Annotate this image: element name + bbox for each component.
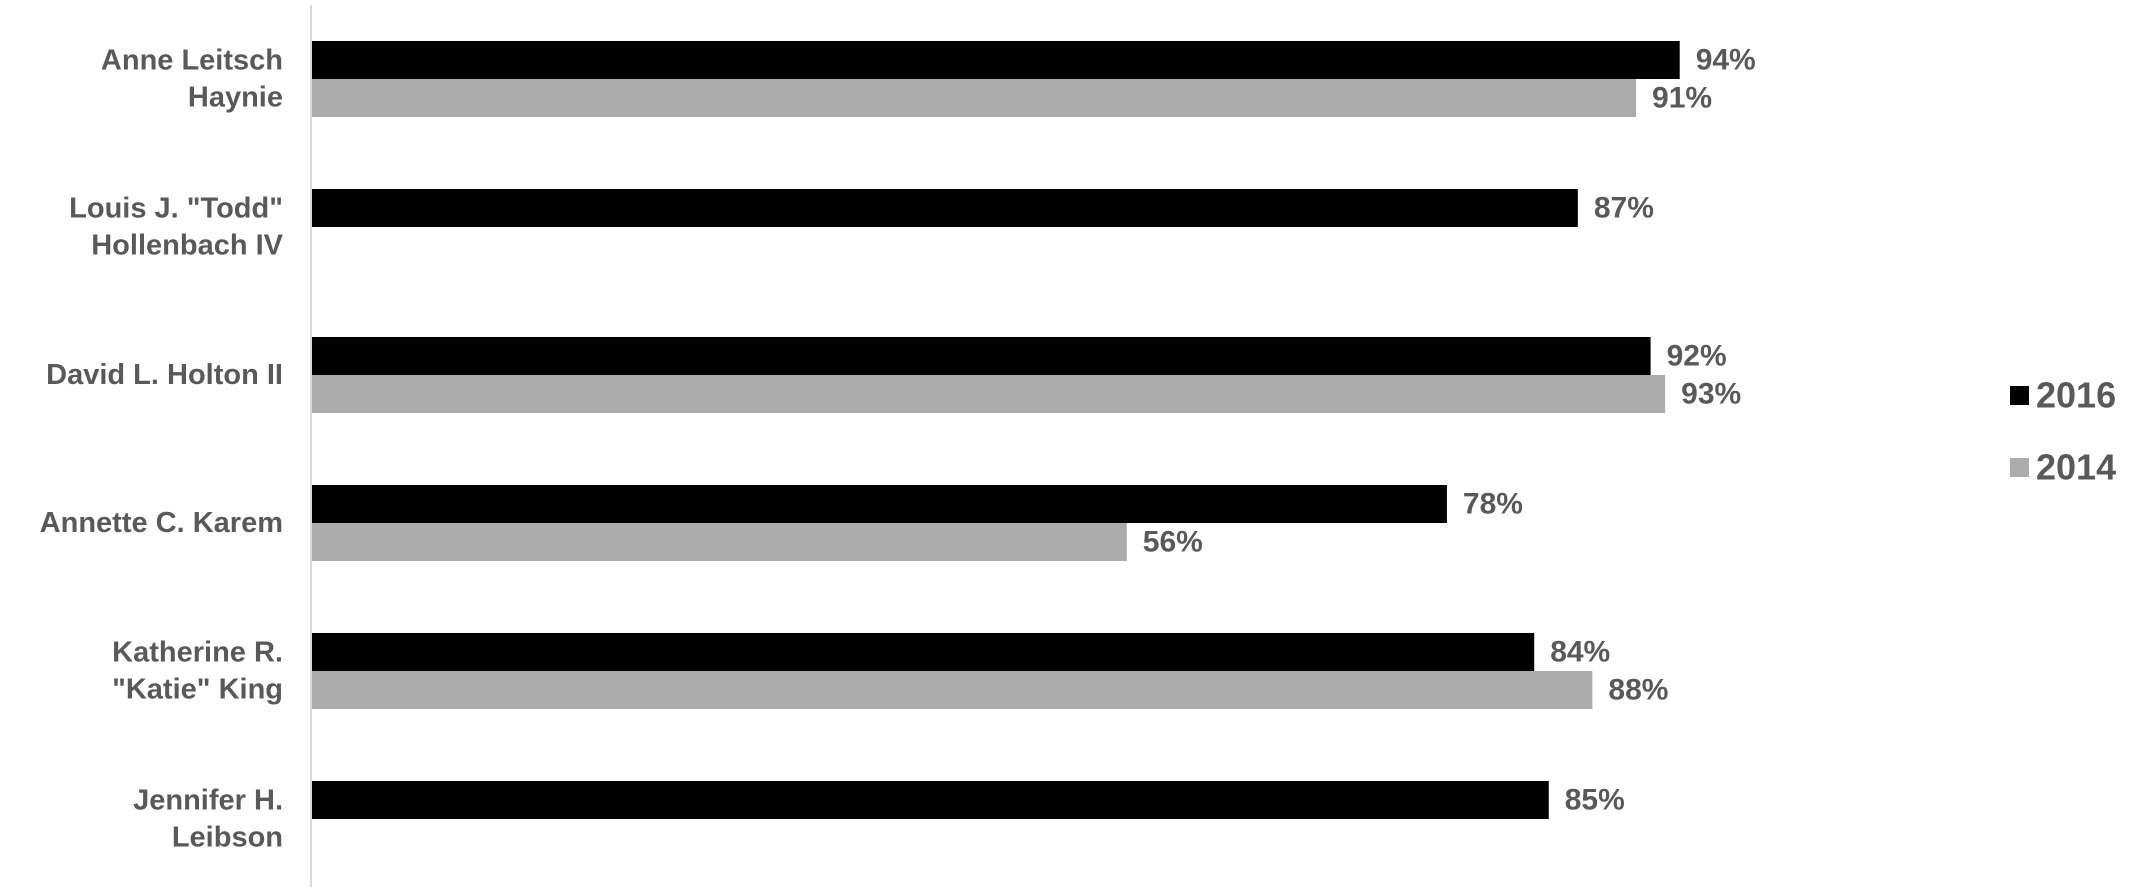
value-label-2014-0: 91% xyxy=(1652,82,1712,115)
category-label-3-0: Annette C. Karem xyxy=(40,507,283,539)
value-label-2016-3: 78% xyxy=(1463,488,1523,521)
bar-2016-4 xyxy=(312,633,1535,671)
bar-2016-2 xyxy=(312,337,1651,375)
bar-2014-0 xyxy=(312,79,1637,117)
legend: 2016 2014 xyxy=(2010,375,2116,488)
value-label-2014-3: 56% xyxy=(1143,526,1203,559)
legend-label-2014: 2014 xyxy=(2036,447,2116,488)
bars-group xyxy=(312,41,1680,819)
category-label-1-0: Louis J. "Todd" xyxy=(69,193,283,225)
legend-label-2016: 2016 xyxy=(2036,375,2116,416)
value-label-2016-0: 94% xyxy=(1696,44,1756,77)
bar-2016-0 xyxy=(312,41,1680,79)
category-label-0-0: Anne Leitsch xyxy=(101,45,283,77)
value-label-2014-2: 93% xyxy=(1681,378,1741,411)
bar-2016-5 xyxy=(312,781,1549,819)
value-label-2014-4: 88% xyxy=(1608,674,1668,707)
value-label-2016-4: 84% xyxy=(1550,636,1610,669)
bar-2016-3 xyxy=(312,485,1447,523)
category-label-4-0: Katherine R. xyxy=(112,637,283,669)
category-label-5-0: Jennifer H. xyxy=(133,785,283,817)
value-label-2016-2: 92% xyxy=(1667,340,1727,373)
category-label-1-1: Hollenbach IV xyxy=(91,230,283,262)
legend-swatch-2016 xyxy=(2010,386,2029,405)
bar-2016-1 xyxy=(312,189,1578,227)
category-labels-group: Anne Leitsch Haynie Louis J. "Todd" Hollenb… xyxy=(40,45,284,854)
bar-2014-3 xyxy=(312,523,1127,561)
value-labels-group: 94% 91% 87% 92% 93% 78% 56% 84% 88% 85% xyxy=(1143,44,1756,817)
category-label-5-1: Leibson xyxy=(172,822,283,854)
category-label-2-0: David L. Holton II xyxy=(46,359,283,391)
category-label-4-1: "Katie" King xyxy=(112,674,283,706)
category-label-0-1: Haynie xyxy=(188,82,283,114)
legend-swatch-2014 xyxy=(2010,458,2029,477)
bar-2014-4 xyxy=(312,671,1593,709)
value-label-2016-5: 85% xyxy=(1565,784,1625,817)
bar-2014-2 xyxy=(312,375,1666,413)
value-label-2016-1: 87% xyxy=(1594,192,1654,225)
